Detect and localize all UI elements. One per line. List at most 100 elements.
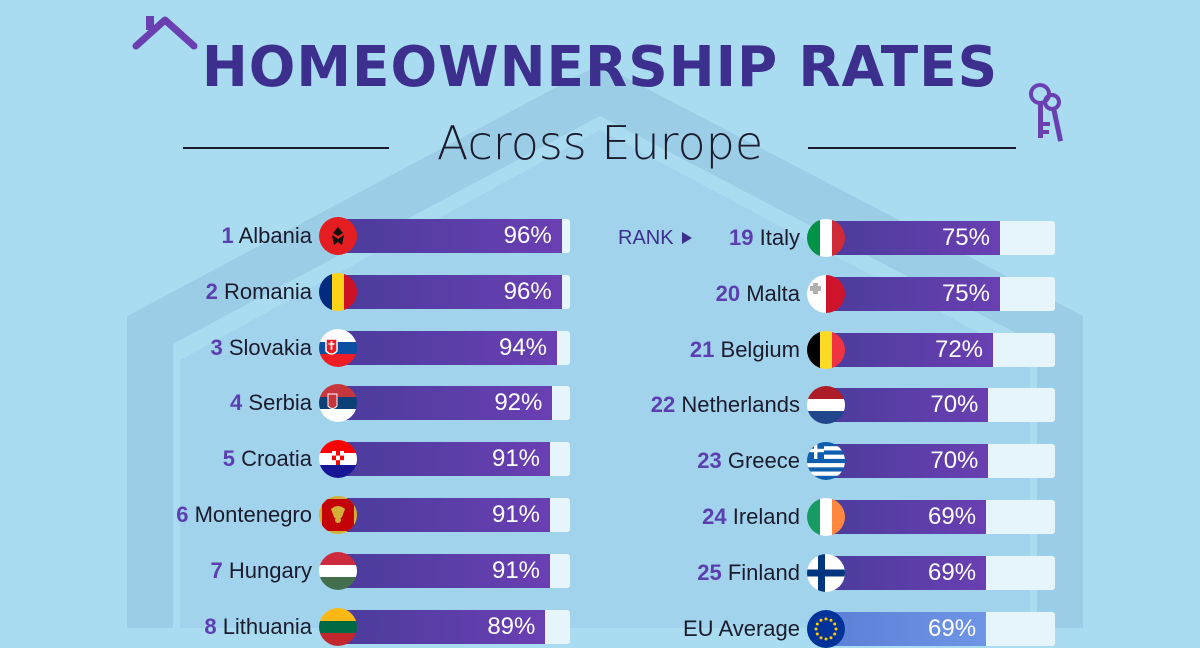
country-name: Serbia <box>248 390 312 416</box>
house-roof-icon <box>132 16 198 50</box>
country-name: Montenegro <box>194 502 312 527</box>
bar <box>826 500 987 534</box>
country-name: Finland <box>727 559 800 585</box>
country-name: Ireland <box>732 504 800 529</box>
rank-number: 3 <box>210 334 223 360</box>
keys-icon <box>1029 83 1064 142</box>
country-label: 8 Lithuania <box>204 612 312 642</box>
country-label: 19 Italy <box>729 223 800 253</box>
lithuania-flag-icon <box>319 607 357 646</box>
bar <box>338 274 562 309</box>
country-label: EU Average <box>683 614 800 644</box>
bar-value-label: 91% <box>491 556 541 584</box>
country-label: 23 Greece <box>697 446 800 476</box>
bar-value-label: 91% <box>491 445 541 473</box>
belgium-flag-icon <box>807 330 845 369</box>
bar <box>338 553 551 588</box>
rank-number: 8 <box>204 613 217 639</box>
bar-value-label: 70% <box>930 447 979 475</box>
greece-flag-icon <box>807 442 845 481</box>
country-label: 3 Slovakia <box>210 333 312 363</box>
country-name: Belgium <box>720 336 800 362</box>
rank-number: 24 <box>702 504 727 529</box>
country-label: 21 Belgium <box>690 335 800 365</box>
rank-number: 25 <box>697 559 722 585</box>
country-label: 6 Montenegro <box>176 500 312 530</box>
bar <box>826 276 1000 311</box>
bar-value-label: 75% <box>941 224 990 251</box>
country-label: 22 Netherlands <box>651 390 800 420</box>
bar-value-label: 69% <box>928 503 977 530</box>
country-label: 1 Albania <box>221 221 312 251</box>
country-name: Malta <box>746 280 800 306</box>
bar <box>826 444 989 479</box>
bar-value-label: 89% <box>487 612 536 640</box>
croatia-flag-icon <box>319 440 357 479</box>
bar-value-label: 91% <box>491 501 541 528</box>
bar-value-label: 94% <box>498 333 548 361</box>
rank-number: 2 <box>205 278 218 304</box>
bar <box>826 555 987 590</box>
country-label: 2 Romania <box>206 277 312 307</box>
bar-value-label: 96% <box>503 222 552 249</box>
slovakia-flag-icon <box>319 328 357 367</box>
country-name: Netherlands <box>681 392 800 418</box>
eu-flag-icon <box>807 609 845 648</box>
country-name: EU Average <box>682 615 800 641</box>
bar-value-label: 72% <box>934 335 984 363</box>
country-name: Slovakia <box>228 334 312 360</box>
bar-value-label: 75% <box>941 279 990 307</box>
bar <box>338 330 558 365</box>
rank-cue-label: RANK <box>618 227 674 249</box>
bar <box>338 386 553 421</box>
country-label: 4 Serbia <box>230 388 312 418</box>
rank-number: 19 <box>729 225 754 250</box>
rank-number: 6 <box>176 502 189 527</box>
rank-number: 4 <box>230 390 243 416</box>
rank-number: 5 <box>222 446 235 472</box>
bar-value-label: 92% <box>494 389 543 417</box>
rank-arrow-icon <box>682 232 693 244</box>
bar <box>338 442 551 477</box>
bar <box>338 219 562 253</box>
country-label: 24 Ireland <box>702 502 800 532</box>
bar-value-label: 96% <box>503 277 552 305</box>
bar <box>338 498 551 532</box>
rank-number: 22 <box>650 392 676 418</box>
bar-value-label: 70% <box>930 391 979 419</box>
country-label: 7 Hungary <box>210 556 312 586</box>
subtitle-rule-left <box>183 147 389 149</box>
country-label: 5 Croatia <box>223 444 312 474</box>
country-name: Italy <box>759 225 800 250</box>
rank-number: 23 <box>697 448 722 474</box>
bar-value-label: 69% <box>928 614 977 642</box>
page-title: HOMEOWNERSHIP RATES <box>201 35 999 100</box>
rank-number: 20 <box>715 280 741 306</box>
serbia-flag-icon <box>319 384 357 423</box>
montenegro-flag-icon <box>319 496 357 534</box>
country-name: Croatia <box>241 446 312 472</box>
country-name: Romania <box>223 278 312 304</box>
bar-value-label: 69% <box>928 558 977 586</box>
rank-number: 21 <box>689 336 715 362</box>
italy-flag-icon <box>807 219 845 257</box>
country-label: 20 Malta <box>716 279 800 309</box>
rank-cue: RANK <box>618 223 693 253</box>
albania-flag-icon <box>319 217 357 255</box>
rank-number: 1 <box>221 223 234 248</box>
finland-flag-icon <box>807 553 845 592</box>
country-name: Hungary <box>228 557 312 583</box>
romania-flag-icon <box>319 272 357 311</box>
hungary-flag-icon <box>319 551 357 590</box>
page-subtitle: Across Europe <box>436 116 764 170</box>
bar <box>826 332 994 367</box>
subtitle-rule-right <box>808 147 1016 149</box>
country-name: Greece <box>727 448 800 474</box>
bar <box>826 221 1000 255</box>
country-name: Lithuania <box>222 613 312 639</box>
netherlands-flag-icon <box>807 386 845 425</box>
rank-number: 7 <box>210 557 223 583</box>
ireland-flag-icon <box>807 498 845 536</box>
country-label: 25 Finland <box>697 558 800 588</box>
malta-flag-icon <box>807 274 845 313</box>
